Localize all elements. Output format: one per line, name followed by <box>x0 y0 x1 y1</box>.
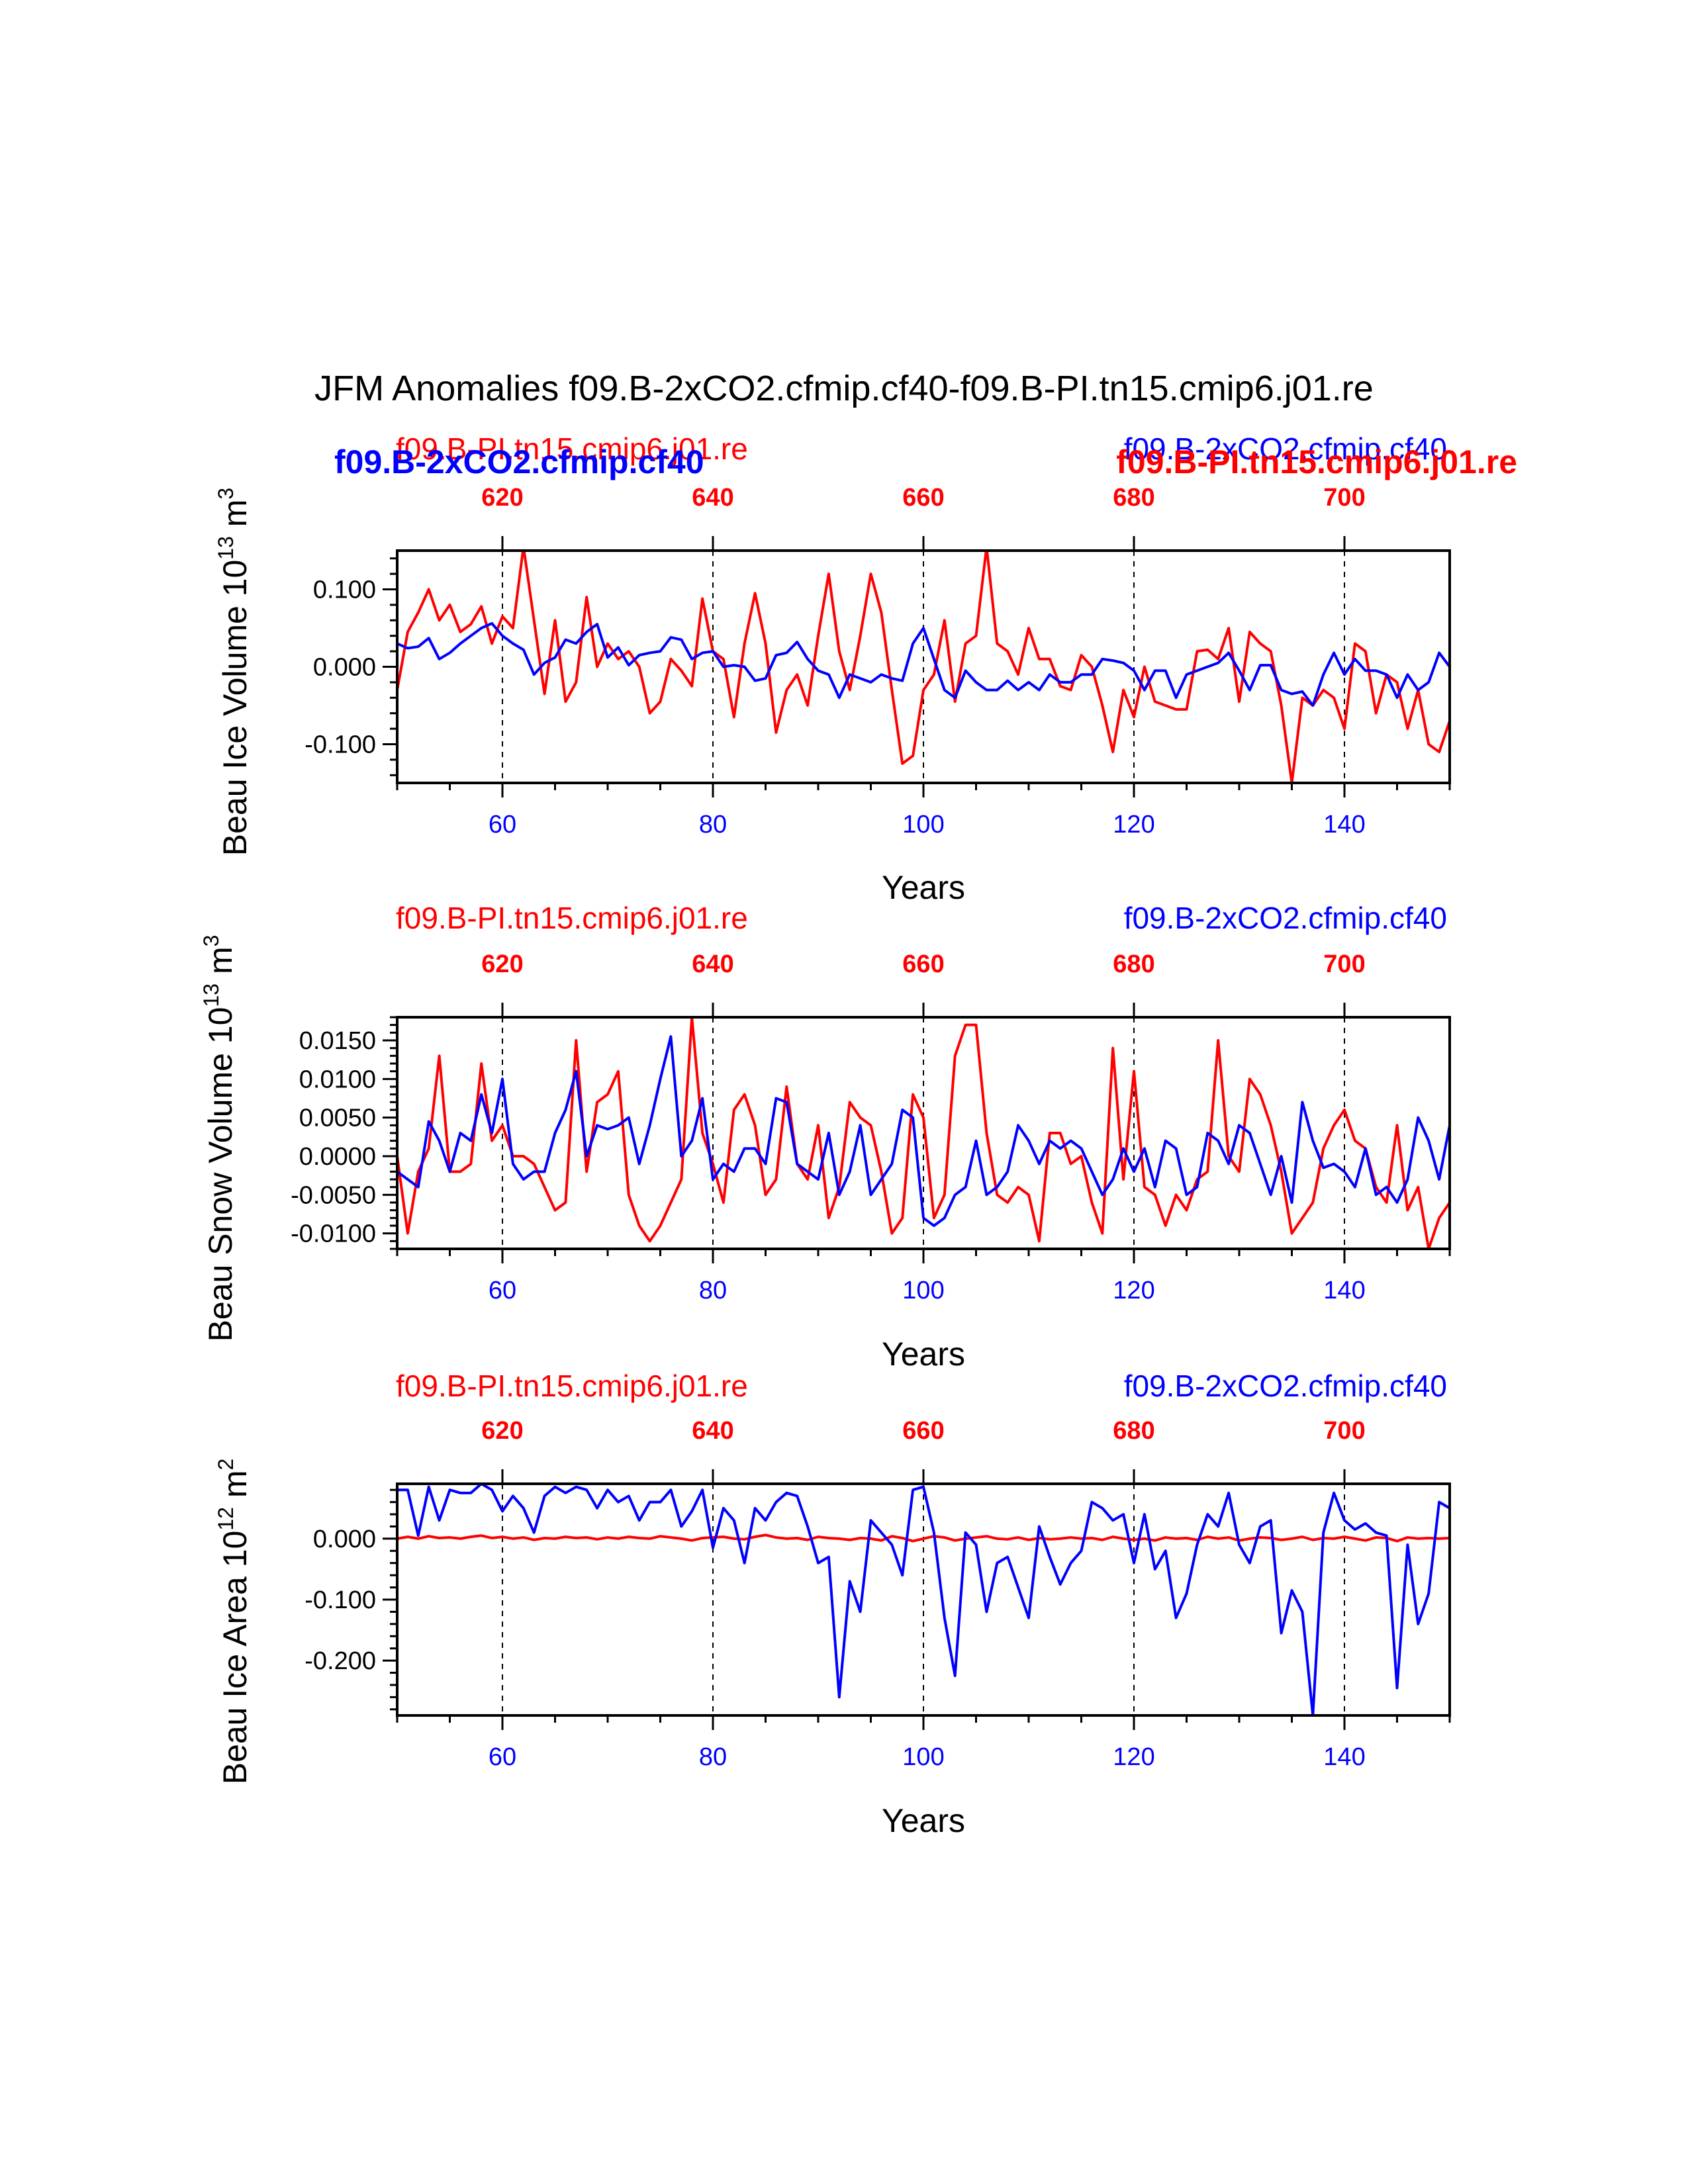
y-tick-label: -0.100 <box>305 1586 376 1614</box>
ylabel-text: Beau Ice Volume 10 <box>216 560 254 856</box>
panel-snow-volume: f09.B-PI.tn15.cmip6.j01.re f09.B-2xCO2.c… <box>199 901 1451 1373</box>
ylabel-unit: m <box>202 946 239 983</box>
series-line-blue <box>397 1484 1450 1715</box>
x-tick-label-bottom: 80 <box>699 1277 727 1304</box>
ylabel-exponent: 13 <box>214 536 238 560</box>
x-tick-label-bottom: 80 <box>699 811 727 839</box>
panel-ice-volume-ylabel: Beau Ice Volume 1013 m3 <box>214 488 254 856</box>
x-tick-label-top: 680 <box>1113 1417 1154 1445</box>
panel-ice-area-ylabel: Beau Ice Area 1012 m2 <box>214 1459 254 1785</box>
y-tick-label: 0.0150 <box>299 1027 376 1055</box>
x-tick-label-top: 660 <box>902 950 944 978</box>
panel-ice-area-left-title: f09.B-PI.tn15.cmip6.j01.re <box>396 1369 748 1403</box>
ylabel-text: Beau Ice Area 10 <box>216 1531 254 1785</box>
panel-ice-volume-xlabel: Years <box>882 869 965 906</box>
series-line-red <box>397 1017 1450 1249</box>
panel-snow-volume-ylabel: Beau Snow Volume 1013 m3 <box>199 935 239 1342</box>
y-tick-label: 0.100 <box>313 576 376 604</box>
series-line-blue <box>397 1035 1450 1227</box>
svg-text:Beau Snow Volume 1013 m3: Beau Snow Volume 1013 m3 <box>199 935 239 1342</box>
y-tick-label: -0.200 <box>305 1647 376 1675</box>
y-tick-label: 0.000 <box>313 654 376 682</box>
x-tick-label-bottom: 100 <box>902 1277 944 1304</box>
x-tick-label-top: 680 <box>1113 950 1154 978</box>
panel-ice-volume-left-title: f09.B-PI.tn15.cmip6.j01.re <box>396 432 748 466</box>
svg-text:Beau Ice Area 1012 m2: Beau Ice Area 1012 m2 <box>214 1459 254 1785</box>
x-tick-label-bottom: 120 <box>1113 1277 1154 1304</box>
x-tick-label-top: 620 <box>481 1417 523 1445</box>
ylabel-text: Beau Snow Volume 10 <box>202 1007 239 1342</box>
y-tick-label: 0.0000 <box>299 1143 376 1171</box>
x-tick-label-top: 620 <box>481 950 523 978</box>
panel-ice-area: f09.B-PI.tn15.cmip6.j01.re f09.B-2xCO2.c… <box>214 1369 1451 1839</box>
panel-ice-area-xlabel: Years <box>882 1802 965 1839</box>
panel-ice-volume-right-overlay: f09.B-PI.tn15.cmip6.j01.re <box>1116 443 1517 480</box>
x-tick-label-top: 640 <box>692 484 733 512</box>
panel-ice-volume-right-title: f09.B-2xCO2.cfmip.cf40 <box>1124 432 1447 466</box>
x-tick-label-bottom: 100 <box>902 1743 944 1771</box>
x-tick-label-top: 700 <box>1323 484 1365 512</box>
series-line-red <box>397 1533 1450 1543</box>
x-tick-label-bottom: 140 <box>1323 1277 1365 1304</box>
x-tick-label-bottom: 60 <box>489 1277 516 1304</box>
y-tick-label: -0.0050 <box>291 1181 376 1209</box>
ylabel-unit-exponent: 2 <box>214 1459 238 1471</box>
y-tick-label: 0.000 <box>313 1525 376 1553</box>
ylabel-exponent: 13 <box>199 983 223 1007</box>
x-tick-label-bottom: 120 <box>1113 811 1154 839</box>
x-tick-label-top: 640 <box>692 1417 733 1445</box>
x-tick-label-bottom: 140 <box>1323 811 1365 839</box>
x-tick-label-top: 620 <box>481 484 523 512</box>
ylabel-unit: m <box>216 1471 254 1508</box>
x-tick-label-top: 640 <box>692 950 733 978</box>
ylabel-unit-exponent: 3 <box>199 935 223 947</box>
ylabel-unit: m <box>216 500 254 537</box>
x-tick-label-bottom: 120 <box>1113 1743 1154 1771</box>
panel-snow-volume-right-title: f09.B-2xCO2.cfmip.cf40 <box>1124 901 1447 935</box>
series-line-blue <box>397 621 1450 707</box>
x-tick-label-top: 700 <box>1323 1417 1365 1445</box>
panel-snow-volume-xlabel: Years <box>882 1336 965 1373</box>
x-tick-label-top: 700 <box>1323 950 1365 978</box>
panel-ice-volume-left-overlay: f09.B-2xCO2.cfmip.cf40 <box>334 443 704 480</box>
x-tick-label-bottom: 80 <box>699 1743 727 1771</box>
y-tick-label: -0.0100 <box>291 1220 376 1248</box>
x-tick-label-bottom: 60 <box>489 811 516 839</box>
x-tick-label-bottom: 100 <box>902 811 944 839</box>
x-tick-label-bottom: 140 <box>1323 1743 1365 1771</box>
y-tick-label: -0.100 <box>305 731 376 759</box>
x-tick-label-bottom: 60 <box>489 1743 516 1771</box>
y-tick-label: 0.0100 <box>299 1066 376 1093</box>
y-tick-label: 0.0050 <box>299 1105 376 1132</box>
x-tick-label-top: 660 <box>902 1417 944 1445</box>
x-tick-label-top: 660 <box>902 484 944 512</box>
x-tick-label-top: 680 <box>1113 484 1154 512</box>
panel-ice-volume: f09.B-PI.tn15.cmip6.j01.re f09.B-2xCO2.c… <box>214 432 1517 906</box>
ylabel-unit-exponent: 3 <box>214 488 238 500</box>
figure-title: JFM Anomalies f09.B-2xCO2.cfmip.cf40-f09… <box>314 369 1374 408</box>
series-line-red <box>397 551 1450 783</box>
ylabel-exponent: 12 <box>214 1507 238 1531</box>
panel-snow-volume-left-title: f09.B-PI.tn15.cmip6.j01.re <box>396 901 748 935</box>
svg-text:Beau Ice Volume 1013 m3: Beau Ice Volume 1013 m3 <box>214 488 254 856</box>
panel-ice-area-right-title: f09.B-2xCO2.cfmip.cf40 <box>1124 1369 1447 1403</box>
